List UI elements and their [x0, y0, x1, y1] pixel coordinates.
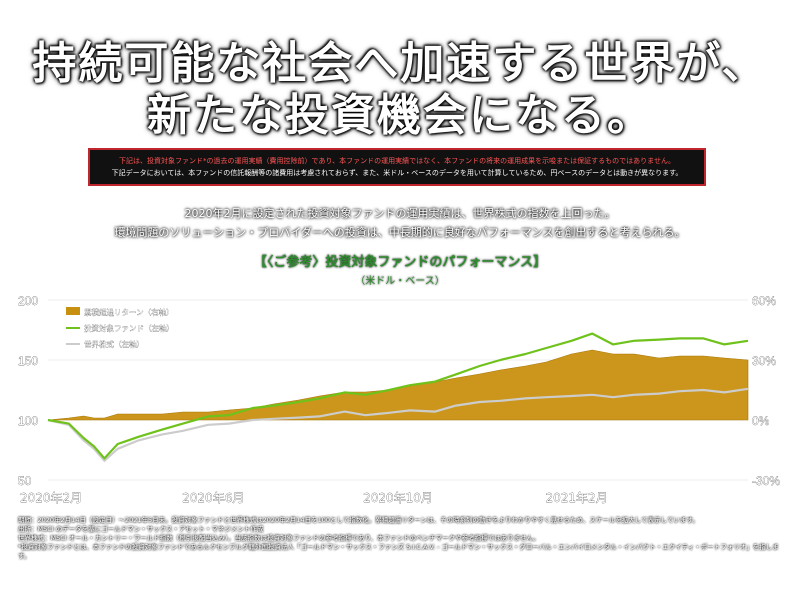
excess-return-area	[47, 349, 749, 421]
x-tick-label: 2020年6月	[182, 491, 244, 505]
chart-title: 【〈ご参考〉投資対象ファンドのパフォーマンス】	[253, 255, 547, 270]
summary-line2: 環境問題のソリューション・プロバイダーへの投資は、中長期的に良好なパフォーマンス…	[114, 226, 686, 239]
headline-line2: 新たな投資機会になる。	[147, 90, 653, 141]
footnote-source: 出所：MSCI のデータを基にゴールドマン・サックス・アセット・マネジメント作成	[18, 525, 264, 533]
x-tick-label: 2021年2月	[546, 491, 608, 505]
summary-line1: 2020年2月に設定された投資対象ファンドの運用実績は、世界株式の指数を上回った…	[184, 207, 616, 220]
legend-label: 世界株式（左軸）	[84, 339, 144, 349]
y-left-tick-label: 150	[18, 354, 38, 368]
disclaimer-line2: 下記データにおいては、本ファンドの信託報酬等の諸費用は考慮されておらず、また、米…	[111, 169, 683, 177]
disclaimer-line1: 下記は、投資対象ファンド*の過去の運用実績（費用控除前）であり、本ファンドの運用…	[119, 157, 675, 165]
chart-subtitle: （米ドル・ベース）	[355, 276, 445, 287]
y-right-tick-label: 30%	[752, 354, 776, 368]
footnote-index: 世界株式：MSCI オール・カントリー・ワールド指数（税引後配当込み）。当該指数…	[18, 534, 540, 542]
legend-label: 投資対象ファンド（左軸）	[84, 323, 174, 333]
legend-label: 累積超過リターン（右軸）	[84, 307, 174, 317]
y-right-tick-label: 0%	[752, 414, 770, 428]
y-left-tick-label: 200	[18, 294, 38, 308]
footnote-fund: *投資対象ファンドとは、本ファンドの投資対象ファンドであるルクセンブルグ籍外国投…	[18, 543, 779, 560]
performance-chart: 50 100 150 200 -30% 0% 30% 60% 2020年2月 2020年6月 202…	[18, 294, 781, 505]
y-left-tick-label: 100	[18, 414, 38, 428]
headline-line1: 持続可能な社会へ加速する世界が、	[32, 38, 768, 89]
world-equity-line	[47, 387, 749, 462]
footnote-period: 期間：2020年2月14日（設定日）～2021年5月末。投資対象ファンドと世界株…	[18, 516, 699, 524]
y-right-tick-label: 60%	[752, 294, 776, 308]
disclaimer-box: 下記は、投資対象ファンド*の過去の運用実績（費用控除前）であり、本ファンドの運用…	[88, 148, 706, 186]
y-right-tick-label: -30%	[752, 474, 780, 488]
legend-swatch	[66, 307, 80, 315]
x-tick-label: 2020年10月	[363, 491, 433, 505]
y-left-tick-label: 50	[18, 474, 32, 488]
footnotes: 期間：2020年2月14日（設定日）～2021年5月末。投資対象ファンドと世界株…	[18, 516, 788, 561]
x-tick-label: 2020年2月	[20, 491, 82, 505]
fund-line	[47, 332, 749, 460]
